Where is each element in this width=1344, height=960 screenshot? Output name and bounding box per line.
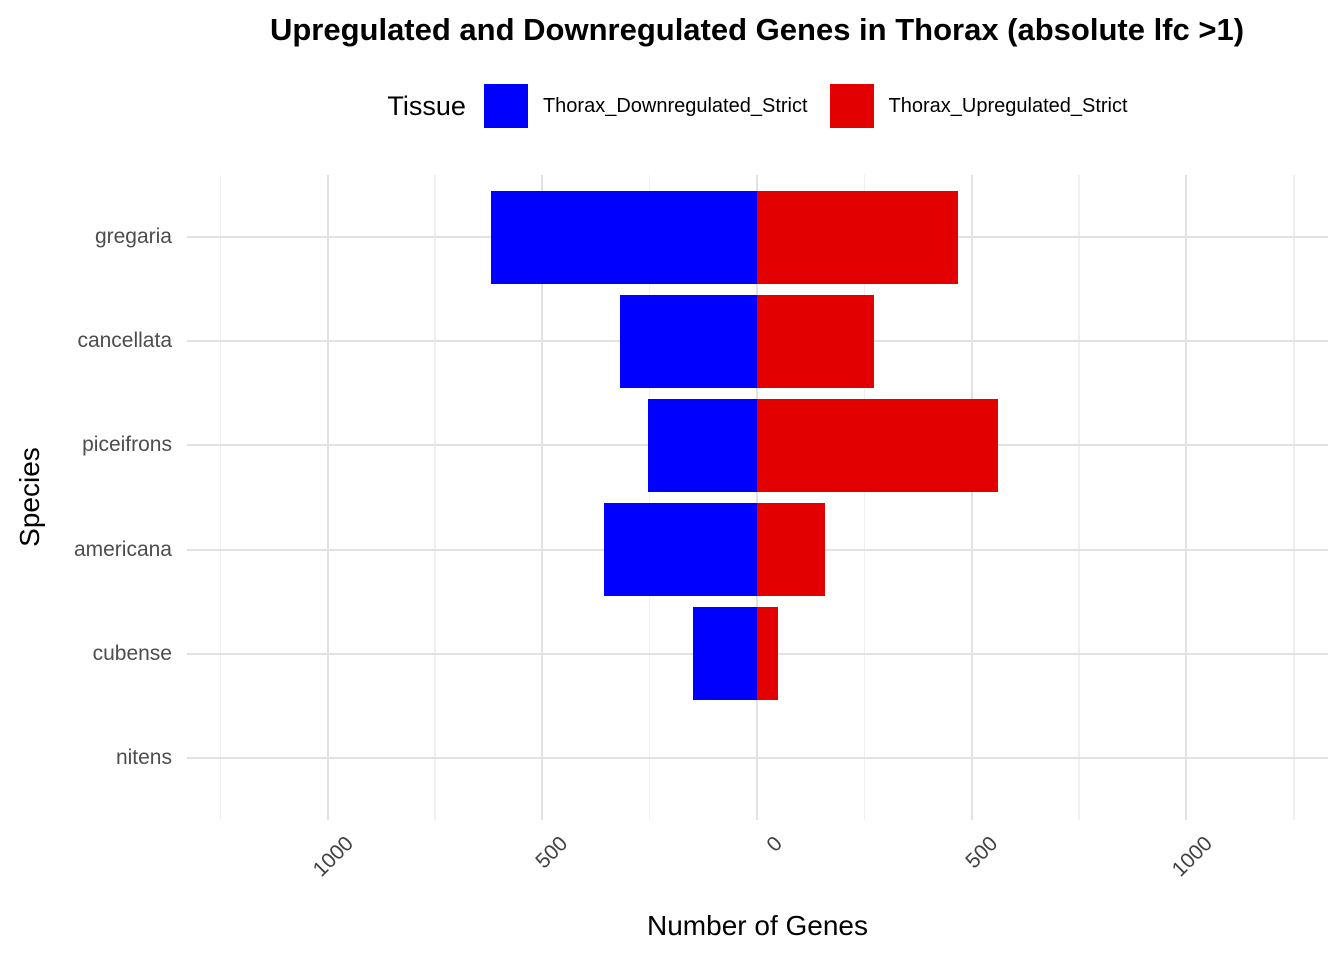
legend-item-0: Thorax_Downregulated_Strict — [483, 84, 808, 128]
legend-key-swatch — [829, 84, 874, 128]
legend-item-label: Thorax_Downregulated_Strict — [542, 94, 808, 117]
x-axis-title: Number of Genes — [647, 910, 868, 941]
bar-upregulated-cubense — [757, 606, 778, 701]
chart-title: Upregulated and Downregulated Genes in T… — [269, 12, 1245, 47]
y-tick-label-americana: americana — [73, 537, 172, 561]
legend-items: Thorax_Downregulated_Strict Thorax_Upregu… — [483, 84, 1128, 128]
bar-downregulated-americana — [603, 502, 757, 597]
gridline-major-vertical — [970, 175, 973, 820]
y-tick-label-gregaria: gregaria — [94, 225, 172, 249]
gridline-minor-vertical — [1293, 175, 1295, 820]
y-tick-label-piceifrons: piceifrons — [82, 433, 172, 457]
bar-upregulated-gregaria — [757, 190, 958, 285]
x-tick-label-0-2: 0 — [762, 832, 788, 857]
bar-upregulated-cancellata — [757, 294, 875, 389]
gridline-minor-vertical — [1078, 175, 1080, 820]
bar-downregulated-piceifrons — [648, 398, 757, 493]
legend: Tissue Thorax_Downregulated_Strict Thorax… — [187, 82, 1328, 130]
bar-downregulated-gregaria — [490, 190, 757, 285]
y-tick-label-cubense: cubense — [92, 641, 172, 665]
x-tick-label-500-3: 500 — [960, 832, 1002, 874]
gridline-minor-vertical — [219, 175, 221, 820]
x-tick-label-1000-0: 1000 — [308, 832, 358, 882]
bar-downregulated-cancellata — [619, 294, 757, 389]
gridline-major-vertical — [756, 175, 758, 820]
gridline-major-vertical — [541, 175, 544, 820]
x-tick-label-1000-4: 1000 — [1167, 832, 1217, 882]
gridline-major-vertical — [1185, 175, 1188, 820]
x-tick-label-500-1: 500 — [531, 832, 573, 874]
y-tick-label-nitens: nitens — [115, 745, 172, 769]
plot-panel — [187, 175, 1328, 820]
gridline-major-vertical — [326, 175, 329, 820]
legend-item-1: Thorax_Upregulated_Strict — [829, 84, 1128, 128]
bar-upregulated-piceifrons — [757, 398, 998, 493]
legend-item-label: Thorax_Upregulated_Strict — [888, 94, 1128, 117]
bar-downregulated-cubense — [693, 606, 757, 701]
legend-key-swatch — [483, 84, 528, 128]
y-tick-label-cancellata: cancellata — [77, 329, 172, 353]
gridline-major-horizontal — [187, 756, 1328, 759]
y-axis-title: Species — [14, 447, 45, 547]
gridline-minor-vertical — [434, 175, 436, 820]
bar-upregulated-americana — [757, 502, 825, 597]
gridline-minor-vertical — [863, 175, 866, 820]
gridline-minor-vertical — [648, 175, 651, 820]
legend-title: Tissue — [387, 90, 466, 121]
